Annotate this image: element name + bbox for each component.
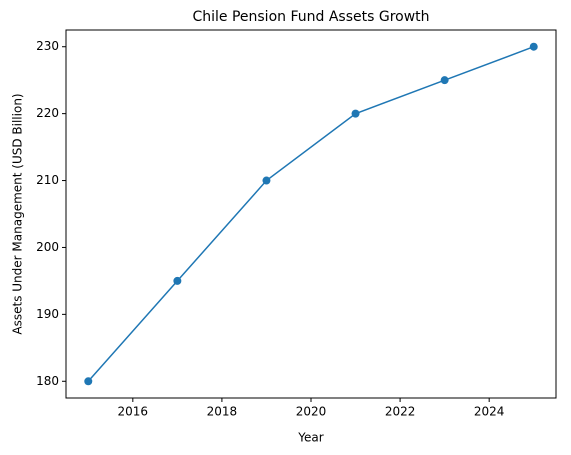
marker [262, 176, 271, 185]
y-tick-label: 190 [36, 307, 59, 321]
marker [173, 276, 182, 285]
chart-title: Chile Pension Fund Assets Growth [192, 9, 429, 25]
x-axis-label: Year [297, 431, 323, 445]
x-tick-label: 2022 [385, 405, 416, 419]
y-axis-label: Assets Under Management (USD Billion) [11, 93, 25, 334]
y-tick-label: 180 [36, 374, 59, 388]
x-tick-label: 2016 [118, 405, 149, 419]
y-tick-label: 220 [36, 106, 59, 120]
marker [351, 109, 360, 118]
y-tick-label: 230 [36, 39, 59, 53]
line [87, 46, 534, 382]
x-tick-label: 2024 [474, 405, 505, 419]
x-tick-label: 2020 [296, 405, 327, 419]
marker [84, 377, 93, 386]
marker [440, 76, 449, 85]
y-tick-label: 210 [36, 173, 59, 187]
x-tick-label: 2018 [207, 405, 238, 419]
y-tick-label: 200 [36, 240, 59, 254]
plot-frame [65, 29, 557, 399]
marker [529, 42, 538, 51]
